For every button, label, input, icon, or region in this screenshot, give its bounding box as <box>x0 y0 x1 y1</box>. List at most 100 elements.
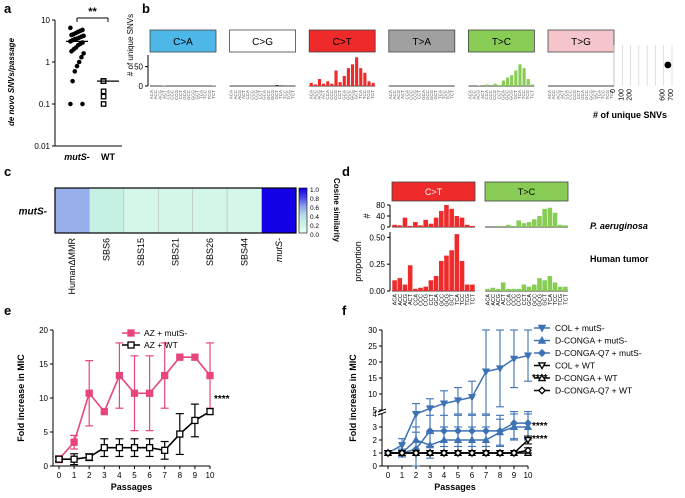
bar <box>444 255 449 291</box>
mutation-type-header <box>308 29 376 53</box>
bar <box>454 234 460 291</box>
context-label: ACT <box>161 90 166 99</box>
context-label: CCT <box>178 90 183 99</box>
context-label: GCT <box>354 90 359 100</box>
data-point <box>100 88 107 95</box>
mutation-type-header <box>149 29 217 53</box>
bar <box>516 220 522 227</box>
bar <box>392 224 397 227</box>
context-label: TCC <box>553 294 559 305</box>
bar <box>510 75 514 86</box>
data-point <box>69 32 74 38</box>
context-label: ACT <box>400 90 405 99</box>
context-label: ACA <box>393 294 399 306</box>
colorbar-segment <box>299 188 307 190</box>
bar <box>557 286 563 291</box>
bar <box>309 82 313 86</box>
context-label: CCG <box>572 90 577 100</box>
data-point <box>70 455 78 463</box>
context-label: CCC <box>512 294 518 306</box>
bar <box>407 225 413 227</box>
context-label: TCT <box>609 90 614 99</box>
data-point <box>454 426 462 435</box>
side-x-tick-label: 0 <box>610 89 617 93</box>
context-label: CCT <box>417 90 422 99</box>
bar <box>485 84 489 86</box>
side-x-axis-title: # of unique SNVs <box>593 110 667 120</box>
bar <box>521 284 527 291</box>
context-label: ACT <box>480 90 485 99</box>
bar <box>407 265 413 291</box>
y-tick-label: 10 <box>39 394 48 403</box>
data-point <box>439 400 449 408</box>
y-tick-label: 20 <box>368 358 377 367</box>
bar <box>464 284 470 291</box>
colorbar-segment <box>299 194 307 196</box>
context-label: ACC <box>233 89 238 99</box>
x-axis-title: Passages <box>434 482 476 492</box>
bar <box>402 217 408 227</box>
data-point <box>69 48 74 54</box>
context-label: GCC <box>439 294 445 306</box>
context-label: CCG <box>253 90 258 100</box>
context-label: CCA <box>484 90 489 100</box>
colorbar-segment <box>299 225 307 228</box>
bar <box>402 284 408 291</box>
y-axis-title: proportion <box>353 241 363 282</box>
y-tick-label: 40 <box>376 212 385 221</box>
data-point <box>145 389 154 397</box>
bar <box>464 224 470 227</box>
bar <box>547 207 553 227</box>
context-label: TCG <box>207 90 212 100</box>
mutation-type-label: T>C <box>518 187 536 197</box>
context-label: CCG <box>492 90 497 100</box>
data-point <box>72 69 78 74</box>
context-label: GCG <box>350 90 355 101</box>
context-label: CCA <box>166 90 171 100</box>
bar <box>521 223 527 227</box>
colorbar-segment <box>299 230 307 232</box>
species-label: Human tumor <box>590 254 649 264</box>
mutation-type-label: T>A <box>412 37 431 48</box>
data-point <box>85 453 93 461</box>
context-label: TCC <box>460 294 466 305</box>
panel-a: 10 1 0.1 0.01 de novo SNVs/passage mutS- WT ** <box>7 6 122 162</box>
context-label: GCT <box>513 90 518 100</box>
data-point <box>76 59 82 65</box>
context-label: TCG <box>558 294 564 306</box>
context-label: TCG <box>366 90 371 100</box>
data-point <box>115 371 124 380</box>
y-tick-label: 0.1 <box>39 100 51 109</box>
data-point <box>130 389 139 397</box>
colorbar-segment <box>299 210 307 213</box>
data-point <box>55 455 63 463</box>
y-tick-label: 1 <box>373 449 378 458</box>
mutation-type-header <box>484 181 569 202</box>
context-label: CCC <box>170 89 175 99</box>
context-label: CCA <box>506 294 512 306</box>
context-label: TCA <box>199 90 204 99</box>
context-label: ACC <box>472 89 477 99</box>
legend-marker <box>127 329 135 337</box>
bar <box>413 288 418 291</box>
heatmap-cell <box>226 187 262 234</box>
context-label: ACA <box>388 90 393 99</box>
panel-label-b: b <box>142 1 150 16</box>
context-label: CCG <box>517 294 523 306</box>
bar <box>275 85 279 86</box>
x-tick-label: 8 <box>178 471 183 480</box>
context-label: TCG <box>525 90 530 100</box>
bar <box>514 70 518 86</box>
context-label: GCT <box>450 293 456 305</box>
y-tick-label: 5 <box>44 428 49 437</box>
bar <box>338 82 342 86</box>
x-tick-label: 7 <box>162 471 167 480</box>
context-label: ACG <box>403 294 409 306</box>
colorbar-frame <box>298 187 308 234</box>
bar <box>454 216 460 227</box>
data-point <box>398 449 406 457</box>
panel-e: 0 5 10 15 20 0 1 2 3 4 5 6 7 8 9 10 Passages Fold increas… <box>16 326 230 492</box>
context-label: CCG <box>424 294 430 306</box>
data-point <box>496 449 504 457</box>
